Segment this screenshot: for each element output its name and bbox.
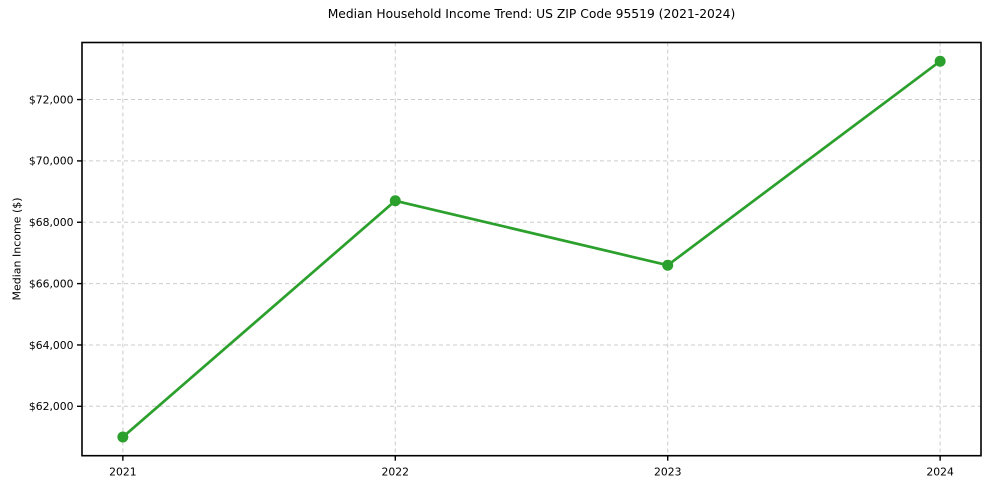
data-point (934, 55, 946, 67)
y-tick-label: $64,000 (29, 339, 74, 352)
x-tick-label: 2021 (109, 466, 136, 479)
y-tick-label: $70,000 (29, 155, 74, 168)
plot-border (81, 41, 982, 457)
data-point (117, 431, 129, 443)
x-tick-label: 2023 (654, 466, 681, 479)
y-tick-label: $66,000 (29, 277, 74, 290)
data-point (389, 195, 401, 207)
x-tick-label: 2024 (926, 466, 954, 479)
data-point (662, 259, 674, 271)
y-tick-label: $72,000 (29, 93, 74, 106)
y-tick-label: $68,000 (29, 216, 74, 229)
y-tick-label: $62,000 (29, 400, 74, 413)
chart-title: Median Household Income Trend: US ZIP Co… (327, 7, 736, 21)
trend-line (121, 59, 942, 439)
x-tick-label: 2022 (382, 466, 409, 479)
